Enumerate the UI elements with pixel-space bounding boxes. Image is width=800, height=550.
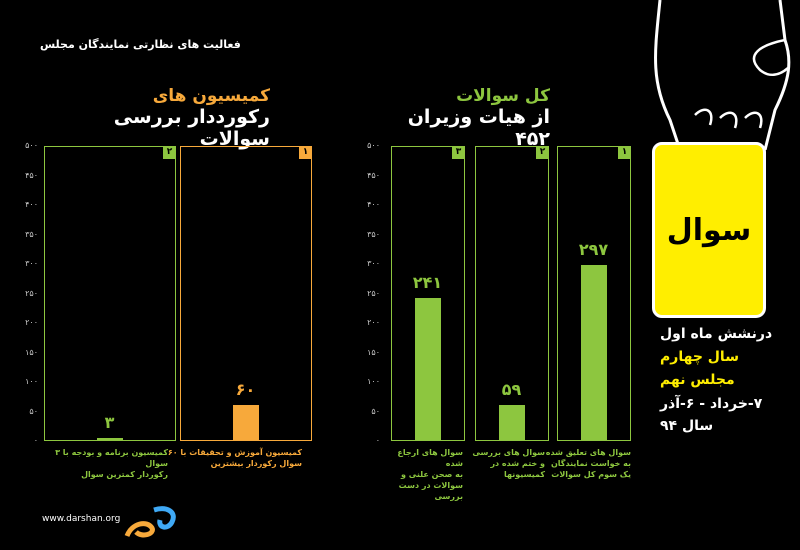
y-tick-label: ۲۰۰ [25, 318, 38, 327]
y-tick-label: ۵۰۰ [367, 141, 380, 150]
caption-line: رکوردار کمترین سوال [81, 470, 168, 479]
caption-line: کمیسیونها [504, 470, 545, 479]
bar [96, 438, 123, 440]
info-line3: مجلس نهم [660, 372, 735, 388]
info-line4: ۷-خرداد - ۶-آذر [660, 396, 763, 412]
darshan-logo [124, 506, 176, 538]
caption-line: سوال های ارجاع شده [397, 448, 463, 468]
y-tick-label: ۴۵۰ [25, 170, 38, 180]
site-url: www.darshan.org [42, 514, 121, 524]
y-tick-label: ۱۰۰ [367, 377, 380, 386]
caption-line: سوال رکوردار بیشترین [210, 459, 302, 468]
y-tick-label: ۳۵۰ [25, 229, 38, 239]
right-heading: کل سوالات از هیات وزیران ۴۵۲ [380, 86, 550, 150]
rank-badge: ۲ [536, 146, 549, 159]
bar-panel: ۲ ۵۹ [475, 146, 549, 441]
bar-value-label: ۳ [104, 413, 115, 433]
bar-panel: ۱ ۶۰ [180, 146, 312, 441]
bar-caption: کمیسیون برنامه و بودجه با ۳ سوال رکوردار … [40, 447, 168, 480]
bar [232, 404, 259, 440]
y-tick-label: ۰ [33, 436, 38, 445]
y-tick-label: ۵۰ [371, 406, 380, 416]
bar [580, 264, 607, 440]
bar-caption: سوال های بررسی و ختم شده در کمیسیونها [460, 447, 545, 480]
caption-line: به خواست نمایندگان [550, 459, 631, 468]
y-tick-label: ۵۰۰ [25, 141, 38, 150]
y-tick-label: ۵۰ [29, 406, 38, 416]
rank-badge: ۳ [452, 146, 465, 159]
y-tick-label: ۲۵۰ [367, 288, 380, 298]
bar-caption: کمیسیون آموزش و تحقیقات با ۶۰ سوال رکوردا… [40, 447, 302, 469]
hand-illustration [654, 0, 791, 150]
caption-line: به صحن علنی و [401, 470, 463, 479]
y-tick-label: ۱۵۰ [367, 347, 380, 357]
bar-caption: سوال های ارجاع شده به صحن علنی و سوالات در… [378, 447, 463, 502]
y-tick-label: ۴۰۰ [367, 200, 380, 209]
bar [414, 297, 441, 440]
y-tick-label: ۱۵۰ [25, 347, 38, 357]
bar-caption: سوال های تعلیق شده به خواست نمایندگان یک س… [545, 447, 631, 480]
y-tick-label: ۳۵۰ [367, 229, 380, 239]
left-heading-line1: کمیسیون های [152, 86, 270, 106]
bar-panel: ۳ ۲۴۱ [391, 146, 465, 441]
bar-value-label: ۶۰ [235, 379, 256, 399]
y-tick-label: ۴۵۰ [367, 170, 380, 180]
left-heading-line2: رکورددار بررسی سوالات [113, 106, 270, 150]
caption-line: یک سوم کل سوالات [551, 470, 631, 479]
y-tick-label: ۲۰۰ [367, 318, 380, 327]
y-tick-label: ۳۰۰ [25, 259, 38, 268]
left-heading: کمیسیون های رکورددار بررسی سوالات [40, 86, 270, 150]
info-line5: سال ۹۴ [660, 418, 714, 434]
rank-badge: ۱ [618, 146, 631, 159]
caption-line: سوال های تعلیق شده [545, 448, 631, 457]
y-tick-label: ۱۰۰ [25, 377, 38, 386]
bar-value-label: ۲۹۷ [578, 239, 609, 259]
caption-line: کمیسیون آموزش و تحقیقات با ۶۰ [167, 448, 302, 457]
sign-text: سوال [666, 212, 752, 248]
info-line1: درنشش ماه اول [660, 326, 773, 342]
bar-value-label: ۵۹ [501, 380, 522, 400]
bar [498, 405, 525, 440]
right-heading-line2: از هیات وزیران ۴۵۲ [407, 106, 550, 150]
y-tick-label: ۰ [375, 436, 380, 445]
y-tick-label: ۴۰۰ [25, 200, 38, 209]
y-tick-label: ۲۵۰ [25, 288, 38, 298]
caption-line: و ختم شده در [490, 459, 545, 468]
y-tick-label: ۳۰۰ [367, 259, 380, 268]
bar-panel: ۱ ۲۹۷ [557, 146, 631, 441]
caption-line: بررسی [434, 492, 463, 501]
bar-value-label: ۲۴۱ [412, 272, 443, 292]
caption-line: سوال های بررسی [472, 448, 545, 457]
rank-badge: ۱ [299, 146, 312, 159]
right-heading-line1: کل سوالات [456, 86, 550, 106]
rank-badge: ۲ [163, 146, 176, 159]
question-sign: سوال [652, 142, 766, 318]
caption-line: کمیسیون برنامه و بودجه با ۳ سوال [55, 448, 168, 468]
info-line2: سال چهارم [660, 349, 739, 365]
page-title: فعالیت های نظارتی نمایندگان مجلس [40, 38, 241, 51]
caption-line: سوالات در دست [398, 481, 463, 490]
